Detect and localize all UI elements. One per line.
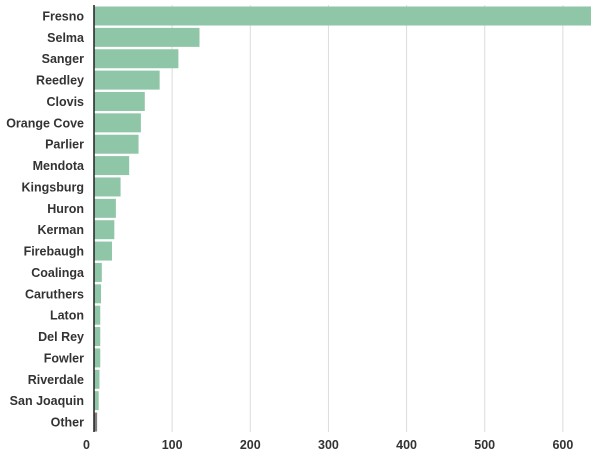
category-label: Clovis	[46, 95, 84, 109]
grid-lines	[171, 5, 564, 432]
bar-caruthers	[94, 284, 102, 304]
category-label: Firebaugh	[24, 245, 84, 259]
bar-coalinga	[94, 262, 102, 282]
bar-fowler	[94, 348, 101, 368]
category-label: Kingsburg	[22, 180, 85, 194]
bar-other	[94, 412, 98, 432]
bar-orange-cove	[94, 113, 141, 133]
bar-reedley	[94, 70, 160, 90]
x-tick-label: 500	[474, 438, 495, 452]
x-tick-label: 600	[552, 438, 573, 452]
bar-huron	[94, 198, 116, 218]
bar-kerman	[94, 220, 115, 240]
x-tick-labels: 0 100 200 300 400 500 600	[83, 438, 573, 452]
x-tick-label: 200	[240, 438, 261, 452]
bars	[94, 6, 591, 432]
category-label: Parlier	[45, 138, 84, 152]
bar-laton	[94, 305, 101, 325]
bar-selma	[94, 27, 200, 47]
bar-san-joaquin	[94, 391, 99, 411]
category-label: Del Rey	[38, 330, 84, 344]
category-label: Reedley	[36, 74, 84, 88]
x-tick-label: 0	[83, 438, 90, 452]
bar-kingsburg	[94, 177, 121, 197]
category-label: Other	[51, 416, 84, 430]
category-label: Caruthers	[25, 287, 84, 301]
category-label: Huron	[47, 202, 84, 216]
bar-mendota	[94, 156, 130, 176]
category-labels: Fresno Selma Sanger Reedley Clovis Orange Cov…	[6, 10, 85, 430]
x-tick-label: 400	[396, 438, 417, 452]
category-label: Sanger	[42, 52, 85, 66]
bar-firebaugh	[94, 241, 112, 261]
x-tick-label: 300	[318, 438, 339, 452]
bar-fresno	[94, 6, 591, 26]
category-label: Laton	[50, 309, 84, 323]
bar-del-rey	[94, 327, 101, 347]
x-tick-label: 100	[162, 438, 183, 452]
category-label: Kerman	[37, 223, 84, 237]
bar-riverdale	[94, 369, 100, 389]
category-label: Fowler	[44, 351, 84, 365]
category-label: Orange Cove	[6, 116, 84, 130]
category-label: Selma	[47, 31, 85, 45]
category-label: Coalinga	[31, 266, 85, 280]
category-label: Mendota	[33, 159, 85, 173]
category-label: San Joaquin	[10, 394, 84, 408]
category-label: Fresno	[42, 10, 84, 24]
category-label: Riverdale	[28, 373, 84, 387]
bar-sanger	[94, 49, 179, 69]
bar-clovis	[94, 91, 145, 111]
bar-parlier	[94, 134, 139, 154]
